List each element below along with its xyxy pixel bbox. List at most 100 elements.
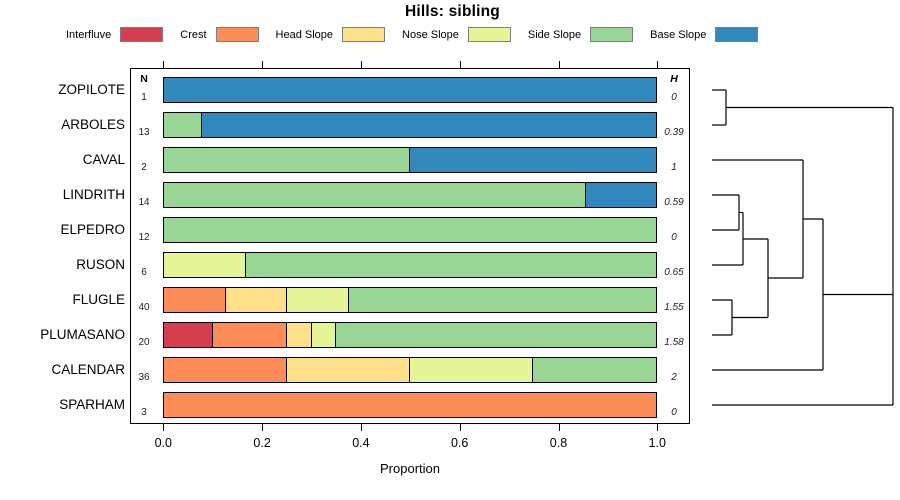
x-axis-tick — [163, 424, 165, 431]
legend-swatch-interfluve — [120, 27, 164, 42]
bar-segment-interfluve — [164, 323, 214, 347]
n-value: 3 — [141, 407, 147, 418]
x-axis-title: Proportion — [380, 461, 440, 476]
h-value: 0.65 — [664, 267, 684, 278]
row-label: ELPEDRO — [60, 222, 125, 237]
h-value: 2 — [671, 372, 677, 383]
legend-item: Head Slope — [276, 27, 386, 42]
bar-segment-head-slope — [287, 358, 411, 382]
legend-label: Nose Slope — [402, 28, 459, 41]
n-value: 20 — [138, 337, 150, 348]
n-value: 14 — [138, 197, 150, 208]
x-axis-tick — [558, 424, 560, 431]
stacked-bar — [163, 357, 658, 383]
n-value: 40 — [138, 302, 150, 313]
n-value: 12 — [138, 232, 150, 243]
bar-segment-head-slope — [225, 288, 288, 312]
row-label: PLUMASANO — [40, 327, 125, 342]
x-axis-top-tick — [459, 61, 461, 68]
stacked-bar — [163, 112, 658, 138]
x-axis-top-tick — [558, 61, 560, 68]
n-value: 36 — [138, 372, 150, 383]
legend-item: Crest — [180, 27, 259, 42]
x-axis-tick-label: 0.6 — [450, 436, 469, 450]
x-axis-top-tick — [360, 61, 362, 68]
legend-item: Base Slope — [650, 27, 759, 42]
row-label: CALENDAR — [51, 362, 125, 377]
stacked-bar — [163, 77, 658, 103]
stacked-bar — [163, 182, 658, 208]
x-axis-tick — [262, 424, 264, 431]
x-axis-tick-label: 0.2 — [253, 436, 271, 450]
stacked-bar — [163, 322, 658, 348]
legend-swatch-crest — [215, 27, 259, 42]
bar-segment-side-slope — [246, 253, 657, 277]
x-axis-tick-label: 0.8 — [549, 436, 568, 450]
x-axis-top-tick — [163, 61, 165, 68]
legend-item: Side Slope — [527, 27, 634, 42]
legend-label: Crest — [180, 28, 207, 41]
bar-segment-nose-slope — [164, 253, 247, 277]
legend-item: Interfluve — [66, 27, 164, 42]
bar-segment-side-slope — [164, 113, 203, 137]
bar-segment-nose-slope — [287, 288, 349, 312]
chart-title: Hills: sibling — [405, 3, 500, 20]
x-axis-tick-label: 0.0 — [154, 436, 172, 450]
bar-segment-side-slope — [164, 148, 411, 172]
row-label: SPARHAM — [59, 397, 125, 412]
legend-swatch-base-slope — [715, 27, 759, 42]
legend-label: Interfluve — [66, 28, 112, 41]
bar-segment-head-slope — [287, 323, 312, 347]
bar-segment-side-slope — [348, 288, 657, 312]
n-value: 1 — [141, 92, 147, 103]
bar-segment-base-slope — [410, 148, 657, 172]
legend-swatch-side-slope — [590, 27, 634, 42]
n-value: 13 — [138, 127, 150, 138]
row-label: CAVAL — [82, 152, 125, 167]
legend-label: Side Slope — [527, 28, 582, 41]
h-value: 0.39 — [664, 127, 684, 138]
stacked-bar — [163, 287, 658, 313]
legend-label: Head Slope — [275, 28, 334, 41]
n-column-header: N — [140, 73, 148, 85]
bar-segment-crest — [164, 393, 657, 417]
bar-segment-side-slope — [336, 323, 657, 347]
h-value: 0.59 — [664, 197, 684, 208]
x-axis-tick — [459, 424, 461, 431]
stacked-bar — [163, 217, 658, 243]
row-label: ZOPILOTE — [58, 82, 125, 97]
stacked-bar — [163, 147, 658, 173]
stacked-bar — [163, 252, 658, 278]
stacked-bar — [163, 392, 658, 418]
h-value: 1.58 — [664, 337, 684, 348]
bar-segment-side-slope — [533, 358, 657, 382]
bar-segment-side-slope — [164, 218, 657, 242]
x-axis-tick-label: 0.4 — [352, 436, 370, 450]
bar-segment-crest — [164, 358, 288, 382]
legend-swatch-nose-slope — [467, 27, 511, 42]
h-value: 1.55 — [664, 302, 684, 313]
legend-label: Base Slope — [650, 28, 707, 41]
x-axis-tick — [360, 424, 362, 431]
x-axis-top-tick — [262, 61, 264, 68]
row-label: FLUGLE — [72, 292, 125, 307]
x-axis-tick — [657, 424, 659, 431]
bar-segment-crest — [164, 288, 226, 312]
bar-segment-base-slope — [164, 78, 657, 102]
legend: Interfluve Crest Head Slope Nose Slope Side … — [66, 27, 759, 42]
h-value: 0 — [671, 407, 677, 418]
n-value: 6 — [141, 267, 147, 278]
bar-segment-nose-slope — [410, 358, 534, 382]
x-axis-top-tick — [657, 61, 659, 68]
x-axis-tick-label: 1.0 — [648, 436, 666, 450]
bar-segment-side-slope — [164, 183, 586, 207]
h-value: 1 — [671, 162, 677, 173]
row-label: LINDRITH — [62, 187, 125, 202]
legend-item: Nose Slope — [402, 27, 511, 42]
bar-segment-nose-slope — [311, 323, 337, 347]
legend-swatch-head-slope — [342, 27, 386, 42]
row-label: ARBOLES — [61, 117, 125, 132]
bar-segment-base-slope — [202, 113, 657, 137]
